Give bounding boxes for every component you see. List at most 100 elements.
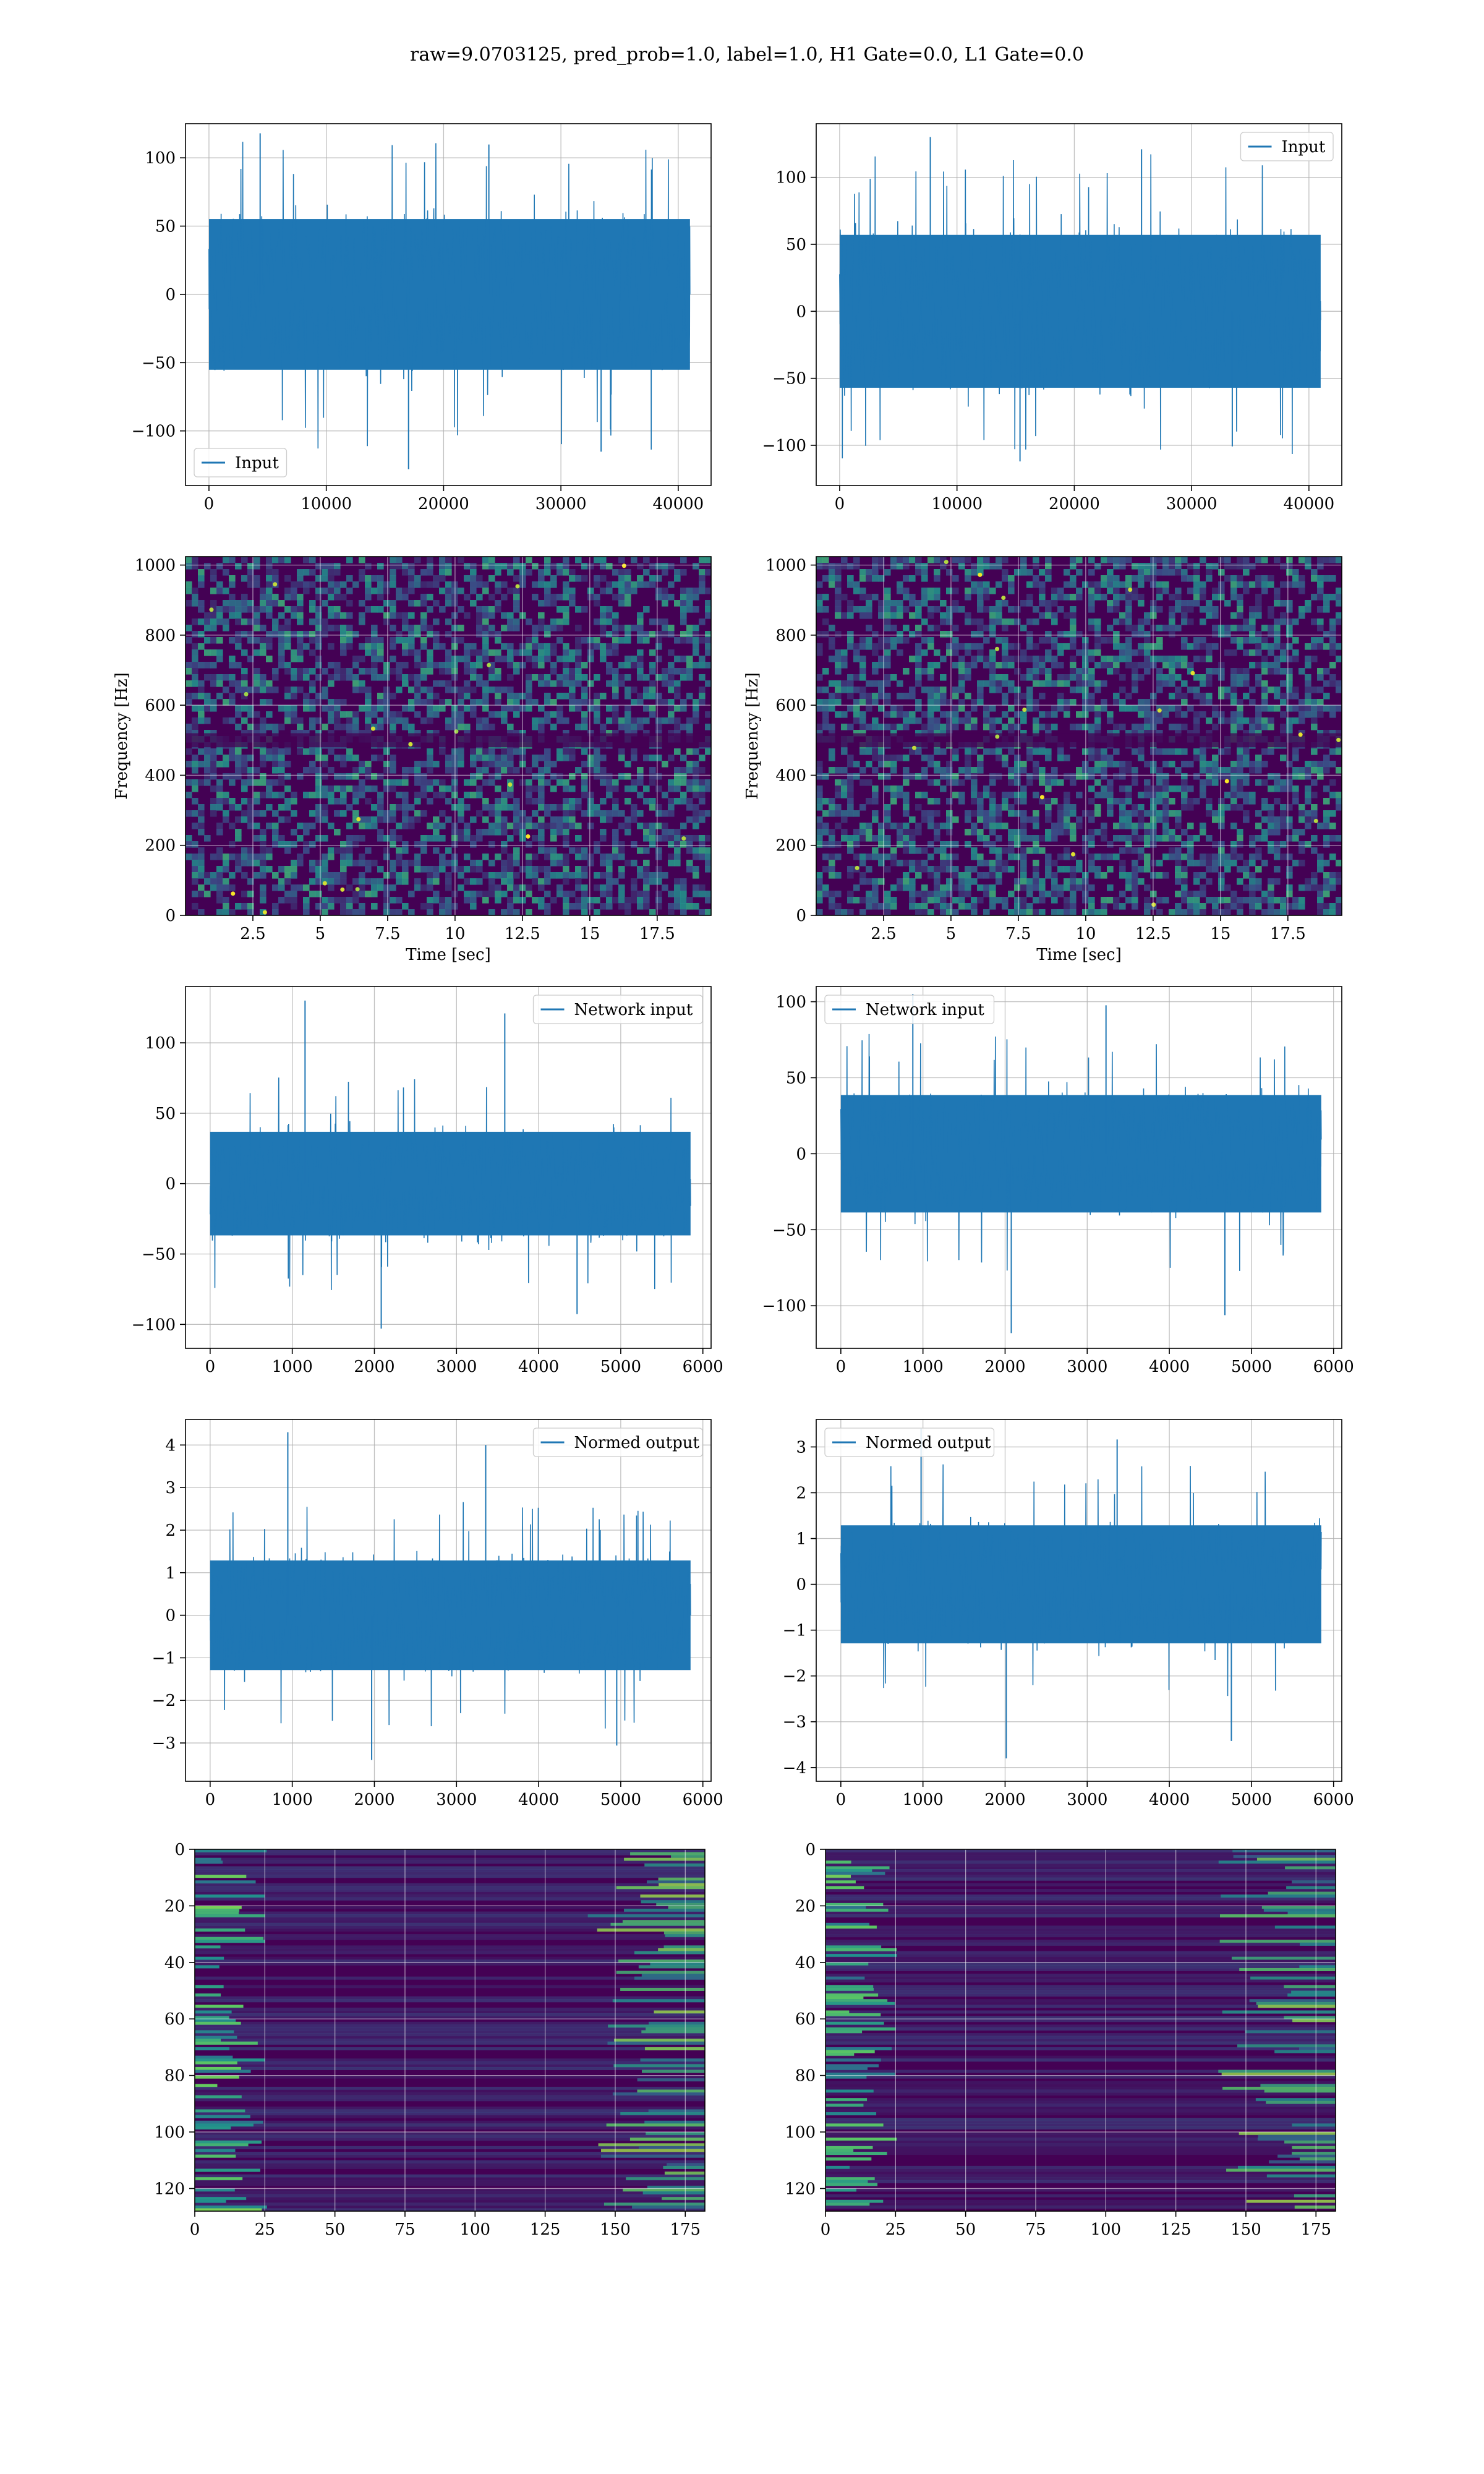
heatmap-cell: [420, 903, 427, 910]
heatmap-cell: [309, 618, 316, 625]
heatmap-cell: [260, 674, 267, 681]
heatmap-cell: [1156, 835, 1163, 842]
heatmap-cell: [581, 854, 588, 860]
heatmap-cell: [983, 748, 990, 755]
heatmap-cell: [1200, 872, 1206, 879]
heatmap-cell: [1070, 668, 1077, 675]
heatmap-cell: [1039, 884, 1046, 891]
heatmap-cell: [266, 699, 273, 706]
heatmap-cell: [1218, 631, 1225, 638]
heatmap-cell: [1230, 581, 1237, 588]
heatmap-cell: [989, 717, 996, 724]
heatmap-cell: [674, 705, 681, 712]
heatmap-cell: [674, 600, 681, 607]
heatmap-cell: [927, 612, 934, 619]
heatmap-cell: [1113, 588, 1120, 594]
heatmap-cell: [618, 866, 625, 873]
heatmap-cell: [934, 705, 940, 712]
heatmap-cell: [315, 699, 322, 706]
heatmap-cell: [1026, 773, 1033, 780]
heatmap-cell: [507, 643, 514, 650]
heatmap-cell: [977, 588, 984, 594]
heatmap-cell: [433, 816, 440, 823]
heatmap-cell: [420, 810, 427, 817]
heatmap-cell: [272, 730, 279, 737]
heatmap-cell: [699, 785, 706, 792]
heatmap-cell: [1138, 563, 1145, 570]
heatmap-cell: [1230, 717, 1237, 724]
heatmap-cell: [563, 816, 569, 823]
heatmap-cell: [606, 779, 613, 786]
heatmap-cell: [1020, 761, 1027, 768]
heatmap-cell: [365, 878, 372, 885]
heatmap-cell: [532, 872, 539, 879]
heatmap-cell: [662, 699, 668, 706]
heatmap-cell: [866, 612, 872, 619]
heatmap-cell: [1125, 847, 1132, 854]
heatmap-cell: [1181, 909, 1188, 916]
heatmap-cell: [587, 699, 594, 706]
heatmap-cell: [1156, 779, 1163, 786]
heatmap-cell: [488, 860, 495, 867]
heatmap-cell: [402, 643, 409, 650]
heatmap-cell: [1181, 643, 1188, 650]
heatmap-cell: [946, 618, 953, 625]
heatmap-cell: [402, 705, 409, 712]
heatmap-cell: [674, 891, 681, 897]
heatmap-cell: [371, 785, 378, 792]
heatmap-cell: [841, 649, 848, 656]
heatmap-cell: [495, 767, 501, 774]
heatmap-cell: [847, 687, 854, 693]
heatmap-cell: [550, 835, 557, 842]
heatmap-cell: [1020, 569, 1027, 576]
heatmap-cell: [909, 693, 916, 700]
heatmap-cell: [996, 816, 1002, 823]
heatmap-cell: [680, 557, 687, 563]
heatmap-cell: [1070, 643, 1077, 650]
heatmap-cell: [1094, 662, 1101, 669]
heatmap-cell: [1088, 841, 1095, 848]
heatmap-cell: [254, 581, 260, 588]
heatmap-cell: [359, 767, 365, 774]
heatmap-cell: [1119, 785, 1126, 792]
heatmap-cell: [507, 835, 514, 842]
heatmap-cell: [625, 724, 631, 730]
heatmap-cell: [637, 581, 644, 588]
heatmap-cell: [872, 563, 879, 570]
heatmap-cell: [909, 903, 916, 910]
heatmap-cell: [1162, 816, 1169, 823]
heatmap-cell: [1045, 891, 1052, 897]
heatmap-cell: [1212, 767, 1219, 774]
heatmap-cell: [996, 557, 1002, 563]
heatmap-cell: [229, 612, 236, 619]
heatmap-cell: [989, 618, 996, 625]
heatmap-cell: [971, 792, 978, 798]
heatmap-cell: [1101, 656, 1107, 662]
heatmap-cell: [569, 575, 576, 582]
heatmap-cell: [563, 891, 569, 897]
heatmap-cell: [1193, 773, 1200, 780]
heatmap-cell: [1261, 581, 1268, 588]
heatmap-cell: [693, 903, 699, 910]
heatmap-cell: [365, 588, 372, 594]
heatmap-cell: [371, 606, 378, 613]
heatmap-cell: [563, 649, 569, 656]
heatmap-cell: [192, 693, 198, 700]
heatmap-cell: [192, 631, 198, 638]
heatmap-cell: [260, 835, 267, 842]
x-tick-label: 40000: [653, 495, 704, 513]
heatmap-cell: [1169, 810, 1175, 817]
heatmap-cell: [1002, 557, 1009, 563]
heatmap-cell: [606, 668, 613, 675]
heatmap-cell: [859, 668, 866, 675]
heatmap-cell: [550, 773, 557, 780]
heatmap-cell: [1088, 649, 1095, 656]
heatmap-cell: [334, 798, 341, 805]
heatmap-cell: [427, 866, 433, 873]
heatmap-cell: [204, 625, 211, 631]
heatmap-cell: [420, 699, 427, 706]
heatmap-cell: [1094, 581, 1101, 588]
heatmap-cell: [853, 730, 860, 737]
heatmap-cell: [1237, 866, 1243, 873]
heatmap-cell: [989, 773, 996, 780]
